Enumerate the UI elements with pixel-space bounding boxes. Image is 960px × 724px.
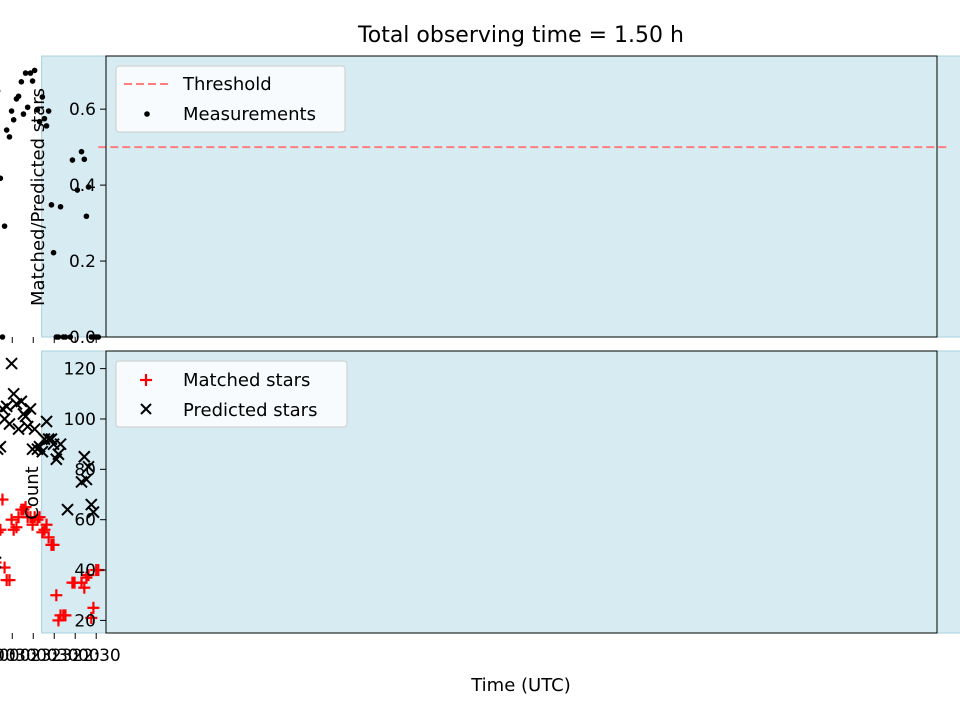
measurement-point xyxy=(61,334,67,340)
bottom-panel: 20 40 60 80 100 120 22:3023:0023:3000:0000:30… xyxy=(0,351,960,696)
legend-measurement-swatch xyxy=(144,111,150,117)
measurement-point xyxy=(14,96,20,102)
legend-measurement-label: Measurements xyxy=(183,104,316,125)
measurement-point xyxy=(23,70,29,76)
measurement-point xyxy=(11,117,17,123)
measurement-point xyxy=(49,202,55,208)
measurement-point xyxy=(0,334,5,340)
y-tick-label: 120 xyxy=(64,360,96,380)
matched-point xyxy=(0,524,6,536)
y-tick-label: 0.6 xyxy=(69,100,96,120)
legend-predicted-label: Predicted stars xyxy=(183,400,317,421)
bottom-legend: Matched stars Predicted stars xyxy=(116,361,347,427)
matched-point xyxy=(0,494,8,506)
measurement-point xyxy=(58,204,64,210)
y-tick-label: 40 xyxy=(74,561,96,581)
y-tick-label: 0.4 xyxy=(69,176,96,196)
measurement-point xyxy=(0,175,3,181)
measurement-point xyxy=(79,149,85,155)
top-legend: Threshold Measurements xyxy=(116,66,345,132)
measurement-point xyxy=(21,111,27,117)
measurement-point xyxy=(19,79,25,85)
measurement-point xyxy=(82,156,88,162)
top-y-label: Matched/Predicted stars xyxy=(28,88,49,306)
measurement-point xyxy=(84,213,90,219)
legend-matched-label: Matched stars xyxy=(183,370,310,391)
chart-title: Total observing time = 1.50 h xyxy=(357,23,684,48)
predicted-point xyxy=(0,413,10,424)
matched-point xyxy=(1,574,13,586)
measurement-point xyxy=(70,157,76,163)
measurement-point xyxy=(30,78,36,84)
predicted-point xyxy=(11,398,22,409)
measurement-point xyxy=(28,70,34,76)
measurement-point xyxy=(51,250,57,256)
y-tick-label: 80 xyxy=(74,460,96,480)
legend-threshold-label: Threshold xyxy=(182,74,272,95)
predicted-point xyxy=(8,388,19,399)
y-tick-label: 60 xyxy=(74,511,96,531)
measurement-point xyxy=(4,127,10,133)
y-tick-label: 0.0 xyxy=(69,328,96,348)
matched-point xyxy=(0,562,11,574)
x-tick-label: 01:00 xyxy=(0,646,16,666)
y-tick-label: 0.2 xyxy=(69,252,96,272)
x-axis-label: Time (UTC) xyxy=(470,675,571,696)
measurement-point xyxy=(9,108,15,114)
y-tick-label: 100 xyxy=(64,410,96,430)
y-tick-label: 20 xyxy=(74,611,96,631)
measurement-point xyxy=(7,134,13,140)
predicted-point xyxy=(6,358,17,369)
measurement-point xyxy=(2,223,8,229)
top-panel: 0.0 0.2 0.4 0.6 Matched/Predicted stars Thr… xyxy=(0,56,960,348)
bottom-y-label: Count xyxy=(22,466,43,519)
matched-point xyxy=(8,524,20,536)
